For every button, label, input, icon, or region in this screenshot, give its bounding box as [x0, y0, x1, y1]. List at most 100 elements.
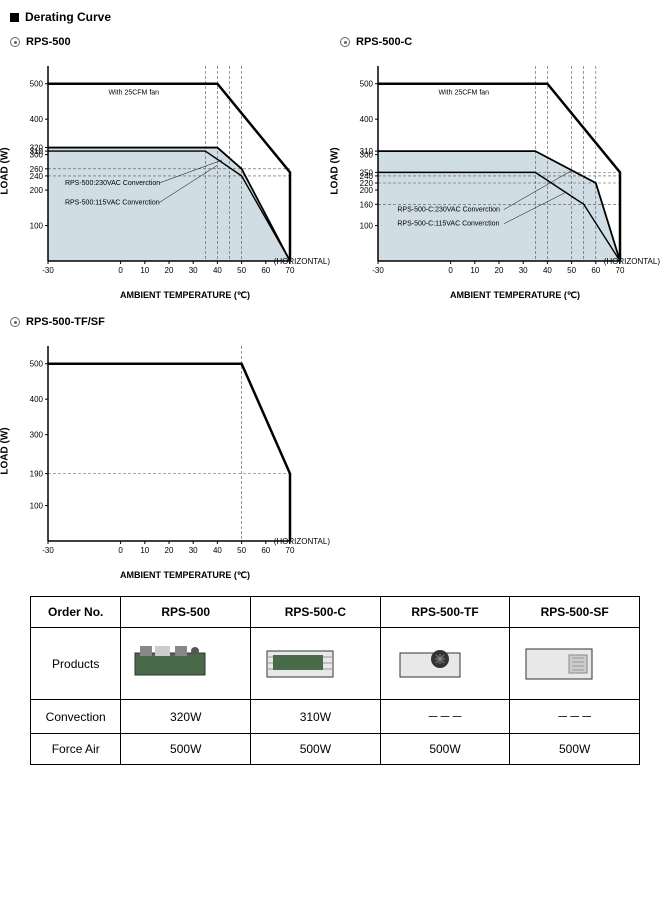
- table-products-row: Products: [31, 628, 640, 700]
- circle-bullet-icon: [10, 317, 20, 327]
- svg-text:40: 40: [213, 546, 222, 555]
- chart-title-text: RPS-500-TF/SF: [26, 316, 105, 328]
- svg-text:500: 500: [30, 80, 44, 89]
- chart-row-1: RPS-500 LOAD (W) 10020024026030031032040…: [10, 36, 660, 306]
- chart-title: RPS-500-C: [340, 36, 650, 48]
- col-header: Order No.: [31, 597, 121, 628]
- cell: 500W: [510, 734, 640, 765]
- product-icon: [385, 641, 475, 686]
- svg-text:70: 70: [286, 266, 295, 275]
- chart-area: LOAD (W) 100160200220240250300310400500-…: [340, 56, 650, 286]
- products-table: Order No. RPS-500 RPS-500-C RPS-500-TF R…: [30, 596, 640, 765]
- circle-bullet-icon: [340, 37, 350, 47]
- chart-block-rps500c: RPS-500-C LOAD (W) 100160200220240250300…: [340, 36, 650, 301]
- svg-text:260: 260: [30, 165, 44, 174]
- y-axis-label: LOAD (W): [0, 147, 11, 194]
- svg-text:30: 30: [189, 546, 198, 555]
- svg-text:20: 20: [165, 546, 174, 555]
- svg-text:RPS-500-C:230VAC Converction: RPS-500-C:230VAC Converction: [397, 206, 500, 213]
- y-axis-label: LOAD (W): [330, 147, 341, 194]
- table-header-row: Order No. RPS-500 RPS-500-C RPS-500-TF R…: [31, 597, 640, 628]
- product-image-cell: [380, 628, 510, 700]
- product-image-cell: [510, 628, 640, 700]
- row-label: Products: [31, 628, 121, 700]
- table-row: Convection 320W 310W －－－ －－－: [31, 700, 640, 734]
- horizontal-label: (HORIZONTAL): [604, 257, 660, 266]
- svg-text:100: 100: [360, 222, 374, 231]
- svg-text:0: 0: [118, 546, 123, 555]
- svg-text:100: 100: [30, 502, 44, 511]
- svg-text:30: 30: [519, 266, 528, 275]
- row-label: Force Air: [31, 734, 121, 765]
- chart-svg: 100160200220240250300310400500-300102030…: [340, 56, 650, 286]
- svg-text:With 25CFM fan: With 25CFM fan: [109, 89, 160, 96]
- section-title: Derating Curve: [25, 10, 111, 24]
- svg-text:With 25CFM fan: With 25CFM fan: [439, 89, 490, 96]
- chart-title-text: RPS-500: [26, 36, 71, 48]
- svg-text:-30: -30: [372, 266, 384, 275]
- svg-text:50: 50: [237, 546, 246, 555]
- svg-text:250: 250: [360, 168, 374, 177]
- svg-text:10: 10: [470, 266, 479, 275]
- product-icon: [514, 641, 604, 686]
- product-icon: [255, 641, 345, 686]
- chart-svg: 100190300400500-30010203040506070: [10, 336, 320, 566]
- product-icon: [125, 641, 215, 686]
- svg-text:100: 100: [30, 222, 44, 231]
- svg-text:20: 20: [495, 266, 504, 275]
- chart-block-rps500tfsf: RPS-500-TF/SF LOAD (W) 100190300400500-3…: [10, 316, 320, 581]
- svg-text:0: 0: [448, 266, 453, 275]
- svg-text:30: 30: [189, 266, 198, 275]
- svg-text:400: 400: [30, 115, 44, 124]
- svg-text:-30: -30: [42, 546, 54, 555]
- svg-text:400: 400: [30, 395, 44, 404]
- product-image-cell: [121, 628, 251, 700]
- svg-text:10: 10: [140, 546, 149, 555]
- y-axis-label: LOAD (W): [0, 427, 11, 474]
- svg-text:160: 160: [360, 200, 374, 209]
- table-row: Force Air 500W 500W 500W 500W: [31, 734, 640, 765]
- svg-text:50: 50: [237, 266, 246, 275]
- svg-text:10: 10: [140, 266, 149, 275]
- svg-text:70: 70: [286, 546, 295, 555]
- svg-text:60: 60: [261, 546, 270, 555]
- svg-text:400: 400: [360, 115, 374, 124]
- col-header: RPS-500: [121, 597, 251, 628]
- x-axis-label: AMBIENT TEMPERATURE (℃): [340, 290, 650, 301]
- svg-text:60: 60: [261, 266, 270, 275]
- circle-bullet-icon: [10, 37, 20, 47]
- horizontal-label: (HORIZONTAL): [274, 537, 330, 546]
- cell: 500W: [380, 734, 510, 765]
- horizontal-label: (HORIZONTAL): [274, 257, 330, 266]
- svg-text:200: 200: [30, 186, 44, 195]
- svg-text:40: 40: [213, 266, 222, 275]
- col-header: RPS-500-C: [251, 597, 381, 628]
- x-axis-label: AMBIENT TEMPERATURE (℃): [10, 570, 320, 581]
- product-image-cell: [251, 628, 381, 700]
- col-header: RPS-500-TF: [380, 597, 510, 628]
- chart-block-rps500: RPS-500 LOAD (W) 10020024026030031032040…: [10, 36, 320, 301]
- cell: 320W: [121, 700, 251, 734]
- chart-title-text: RPS-500-C: [356, 36, 412, 48]
- svg-text:70: 70: [616, 266, 625, 275]
- svg-text:0: 0: [118, 266, 123, 275]
- svg-text:60: 60: [591, 266, 600, 275]
- svg-text:RPS-500:230VAC Converction: RPS-500:230VAC Converction: [65, 180, 160, 187]
- svg-text:300: 300: [30, 431, 44, 440]
- svg-text:500: 500: [360, 80, 374, 89]
- svg-text:320: 320: [30, 144, 44, 153]
- svg-text:-30: -30: [42, 266, 54, 275]
- svg-text:190: 190: [30, 470, 44, 479]
- chart-area: LOAD (W) 100200240260300310320400500-300…: [10, 56, 320, 286]
- svg-text:RPS-500:115VAC Converction: RPS-500:115VAC Converction: [65, 199, 160, 206]
- cell: 500W: [121, 734, 251, 765]
- svg-text:50: 50: [567, 266, 576, 275]
- col-header: RPS-500-SF: [510, 597, 640, 628]
- chart-title: RPS-500: [10, 36, 320, 48]
- svg-text:40: 40: [543, 266, 552, 275]
- chart-area: LOAD (W) 100190300400500-300102030405060…: [10, 336, 320, 566]
- cell: 310W: [251, 700, 381, 734]
- cell: 500W: [251, 734, 381, 765]
- svg-text:20: 20: [165, 266, 174, 275]
- cell: －－－: [380, 700, 510, 734]
